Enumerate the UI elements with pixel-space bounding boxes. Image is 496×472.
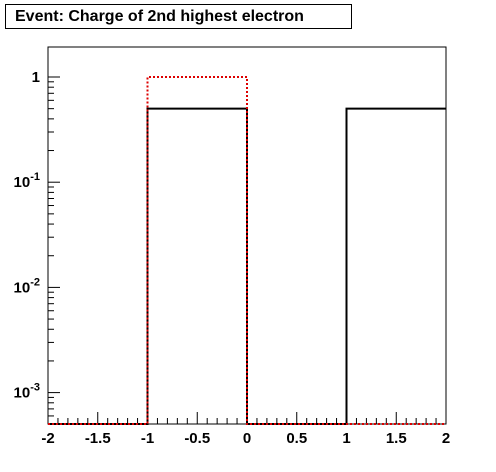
x-tick-label: 1.5 [386, 430, 407, 447]
y-axis-tick-labels: 110-110-210-3 [14, 69, 40, 402]
y-tick-label: 10-1 [14, 171, 40, 191]
chart-title: Event: Charge of 2nd highest electron [5, 4, 352, 29]
y-tick-label: 1 [32, 69, 40, 86]
series-line-2 [48, 76, 446, 425]
x-tick-label: -1.5 [85, 430, 111, 447]
x-axis-tick-labels: -2 -1.5 -1 -0.5 0 0.5 1 1.5 2 [41, 430, 450, 447]
y-tick-label: 10-3 [14, 382, 40, 402]
histogram-series [48, 76, 446, 425]
y-tick-exponent: -2 [30, 276, 40, 288]
y-tick-exponent: -3 [30, 382, 40, 394]
y-tick-label: 10-2 [14, 276, 40, 296]
y-tick-base: 10 [14, 174, 31, 191]
y-tick-base: 10 [14, 385, 31, 402]
x-tick-label: -1 [141, 430, 154, 447]
y-axis-ticks [48, 76, 60, 425]
x-tick-label: 2 [442, 430, 450, 447]
x-tick-label: 0 [243, 430, 251, 447]
x-tick-label: 0.5 [286, 430, 307, 447]
y-tick-exponent: -1 [30, 171, 40, 183]
x-tick-label: 1 [342, 430, 350, 447]
x-tick-label: -0.5 [184, 430, 210, 447]
x-tick-label: -2 [41, 430, 54, 447]
y-tick-base: 10 [14, 279, 31, 296]
